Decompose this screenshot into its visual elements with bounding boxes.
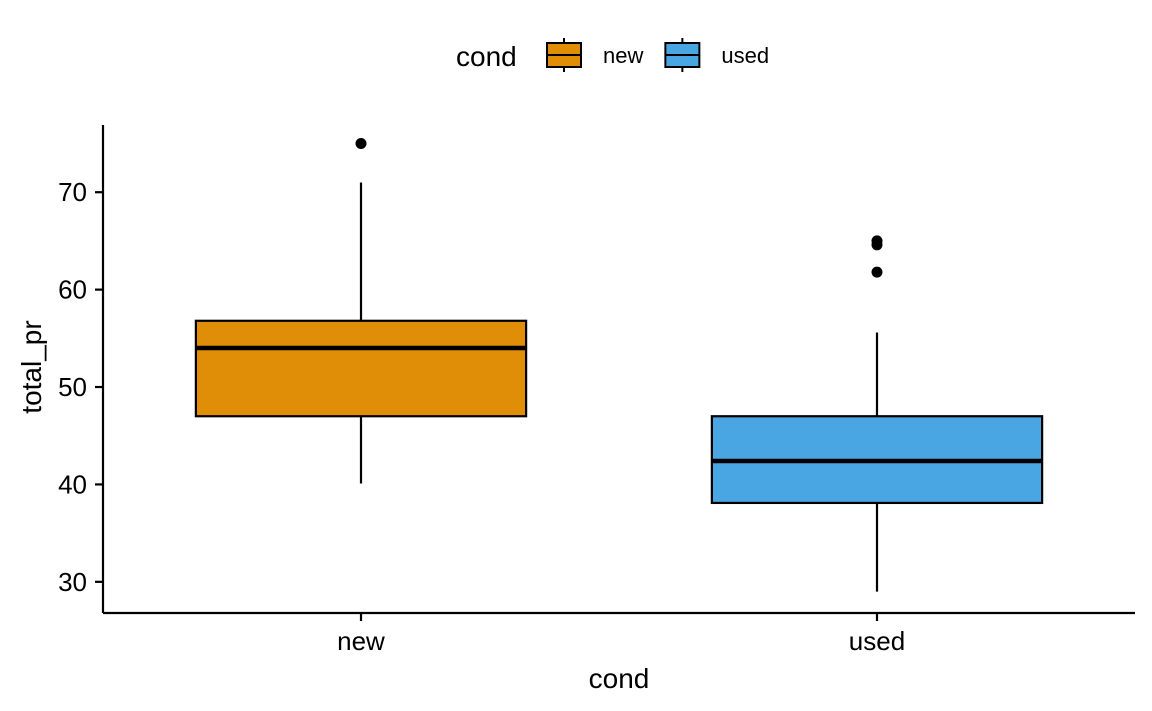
y-tick-label: 40 <box>58 469 87 499</box>
legend-entry-used: used <box>664 38 769 72</box>
y-axis-ticks: 30 40 50 60 70 <box>58 177 103 597</box>
outlier-point <box>355 138 367 150</box>
legend-label: used <box>721 43 769 68</box>
legend-entry-new: new <box>546 38 643 72</box>
y-tick-label: 60 <box>58 275 87 305</box>
outlier-point <box>871 235 883 247</box>
legend-title: cond <box>456 41 517 72</box>
box-used <box>710 235 1044 592</box>
y-tick-label: 70 <box>58 177 87 207</box>
y-tick-label: 30 <box>58 567 87 597</box>
y-axis-title: total_pr <box>16 320 47 413</box>
y-tick-label: 50 <box>58 372 87 402</box>
legend-label: new <box>603 43 643 68</box>
box-iqr <box>194 319 528 418</box>
x-tick-label: new <box>337 626 385 656</box>
legend: cond new used <box>456 38 769 72</box>
boxes <box>194 138 1044 592</box>
x-axis-ticks: new used <box>337 613 905 656</box>
outlier-point <box>871 266 883 278</box>
box-new <box>194 138 528 484</box>
x-tick-label: used <box>849 626 905 656</box>
x-axis-title: cond <box>589 663 650 694</box>
